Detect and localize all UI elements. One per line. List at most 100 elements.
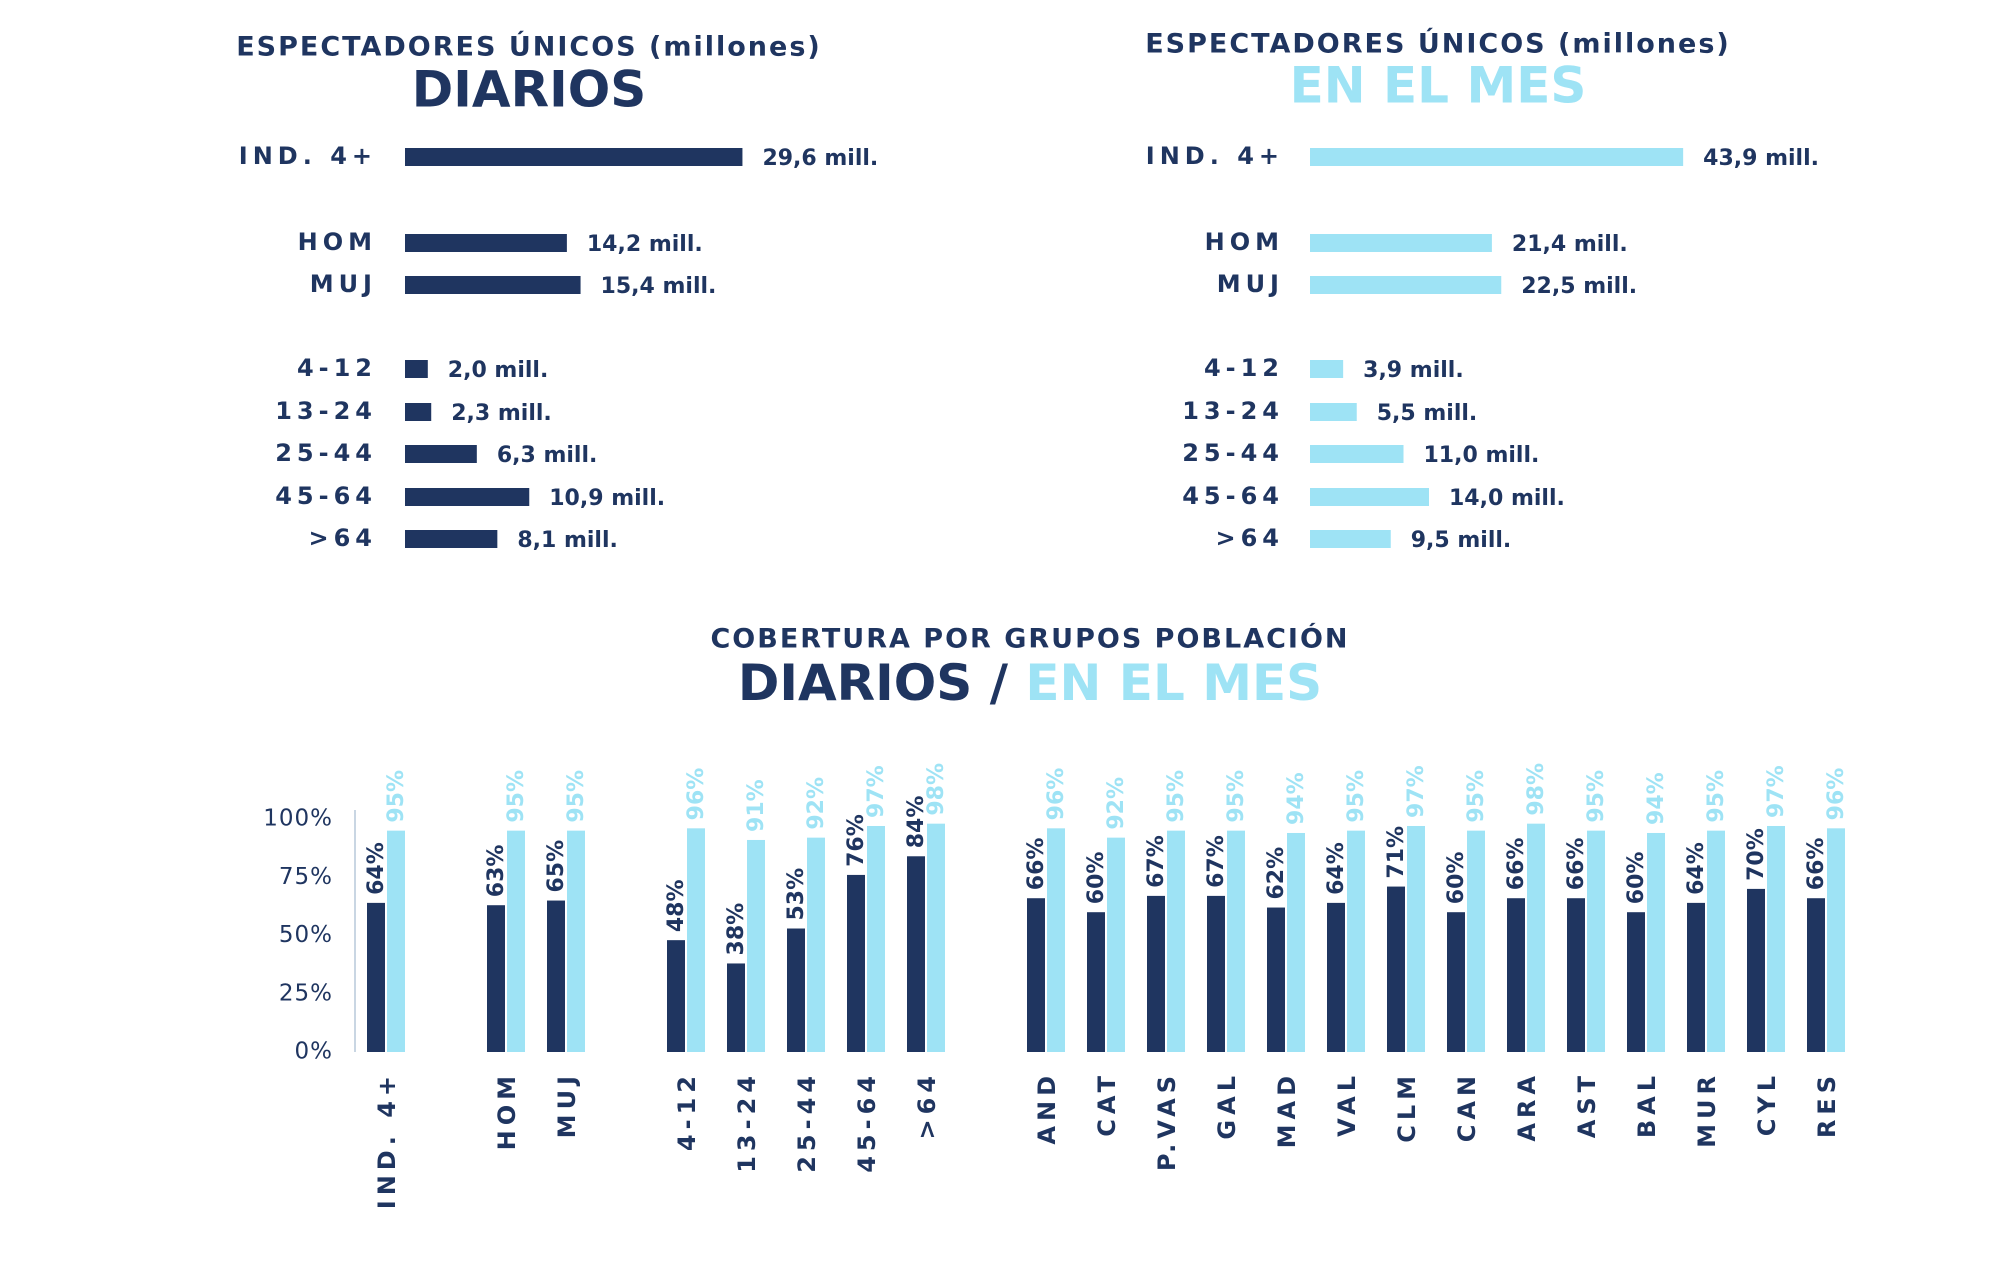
- bar: [1310, 403, 1357, 421]
- category-label: >64: [308, 524, 377, 552]
- bar: [367, 902, 385, 1052]
- value-label: 64%: [1324, 842, 1349, 895]
- bar: [927, 823, 945, 1052]
- value-label: 66%: [1564, 838, 1589, 891]
- bar: [1087, 912, 1105, 1052]
- category-label: 25-44: [275, 439, 377, 467]
- bar: [1267, 907, 1285, 1052]
- chart-subtitle: EN EL MES: [1290, 57, 1587, 115]
- value-label: 95%: [1464, 770, 1489, 823]
- bar: [1310, 148, 1684, 166]
- value-label: 2,0 mill.: [448, 358, 549, 383]
- bar: [405, 360, 428, 378]
- value-label: 63%: [484, 845, 509, 898]
- x-tick-label: MUJ: [553, 1071, 581, 1138]
- x-tick-label: CAN: [1453, 1071, 1481, 1142]
- x-tick-label: CAT: [1093, 1071, 1121, 1137]
- value-label: 64%: [364, 842, 389, 895]
- value-label: 67%: [1144, 835, 1169, 888]
- chart-title: ESPECTADORES ÚNICOS (millones): [236, 31, 822, 63]
- value-label: 96%: [1044, 768, 1069, 821]
- value-label: 60%: [1084, 852, 1109, 905]
- value-label: 95%: [504, 770, 529, 823]
- chart-subtitle: DIARIOS: [412, 61, 646, 119]
- category-label: 4-12: [297, 354, 377, 382]
- bar: [405, 445, 477, 463]
- bar: [1767, 825, 1785, 1052]
- value-label: 98%: [924, 763, 949, 816]
- bar: [1107, 837, 1125, 1052]
- value-label: 60%: [1624, 852, 1649, 905]
- chart-title: COBERTURA POR GRUPOS POBLACIÓN: [710, 623, 1349, 655]
- bar: [1167, 830, 1185, 1052]
- value-label: 14,0 mill.: [1449, 486, 1565, 511]
- value-label: 15,4 mill.: [601, 274, 717, 299]
- bar: [747, 839, 765, 1052]
- x-tick-label: 45-64: [853, 1071, 881, 1173]
- subtitle-part: DIARIOS: [738, 654, 972, 712]
- bar: [727, 963, 745, 1052]
- category-label: MUJ: [310, 270, 377, 298]
- bar: [1527, 823, 1545, 1052]
- x-tick-label: >64: [913, 1071, 941, 1140]
- value-label: 97%: [864, 765, 889, 818]
- value-label: 94%: [1644, 772, 1669, 825]
- value-label: 10,9 mill.: [549, 486, 665, 511]
- x-tick-label: RES: [1813, 1071, 1841, 1138]
- x-tick-label: CLM: [1393, 1071, 1421, 1143]
- value-label: 66%: [1504, 838, 1529, 891]
- value-label: 95%: [1164, 770, 1189, 823]
- y-tick-label: 25%: [279, 980, 333, 1006]
- value-label: 8,1 mill.: [517, 528, 618, 553]
- x-tick-label: 4-12: [673, 1071, 701, 1151]
- value-label: 70%: [1744, 828, 1769, 881]
- value-label: 64%: [1684, 842, 1709, 895]
- bar: [1310, 445, 1404, 463]
- value-label: 95%: [1224, 770, 1249, 823]
- category-label: HOM: [1205, 228, 1284, 256]
- x-tick-label: CYL: [1753, 1071, 1781, 1136]
- x-tick-label: MAD: [1273, 1071, 1301, 1148]
- bar: [1467, 830, 1485, 1052]
- bar: [405, 148, 743, 166]
- value-label: 43,9 mill.: [1703, 146, 1819, 171]
- value-label: 5,5 mill.: [1377, 401, 1478, 426]
- value-label: 21,4 mill.: [1512, 232, 1628, 257]
- bar: [405, 488, 530, 506]
- bar: [1627, 912, 1645, 1052]
- bar: [1807, 898, 1825, 1052]
- bar: [687, 828, 705, 1052]
- x-tick-label: GAL: [1213, 1071, 1241, 1140]
- x-tick-label: 13-24: [733, 1071, 761, 1173]
- category-label: 45-64: [275, 482, 377, 510]
- category-label: IND. 4+: [1146, 142, 1284, 170]
- bar: [405, 403, 432, 421]
- bar: [507, 830, 525, 1052]
- bar: [1407, 825, 1425, 1052]
- value-label: 65%: [544, 840, 569, 893]
- bar: [1827, 828, 1845, 1052]
- value-label: 62%: [1264, 847, 1289, 900]
- value-label: 94%: [1284, 772, 1309, 825]
- bar: [1227, 830, 1245, 1052]
- bar: [1310, 360, 1344, 378]
- value-label: 98%: [1524, 763, 1549, 816]
- category-label: MUJ: [1217, 270, 1284, 298]
- x-tick-label: IND. 4+: [373, 1071, 401, 1209]
- y-tick-label: 50%: [279, 922, 333, 948]
- category-label: 25-44: [1182, 439, 1284, 467]
- bar: [387, 830, 405, 1052]
- value-label: 84%: [904, 796, 929, 849]
- bar: [1207, 895, 1225, 1052]
- category-label: >64: [1215, 524, 1284, 552]
- bar: [1310, 488, 1429, 506]
- value-label: 97%: [1764, 765, 1789, 818]
- value-label: 48%: [664, 879, 689, 932]
- value-label: 95%: [1704, 770, 1729, 823]
- x-tick-label: BAL: [1633, 1071, 1661, 1138]
- x-tick-label: VAL: [1333, 1071, 1361, 1137]
- bar: [867, 825, 885, 1052]
- bar: [1147, 895, 1165, 1052]
- bar: [405, 234, 567, 252]
- value-label: 38%: [724, 903, 749, 956]
